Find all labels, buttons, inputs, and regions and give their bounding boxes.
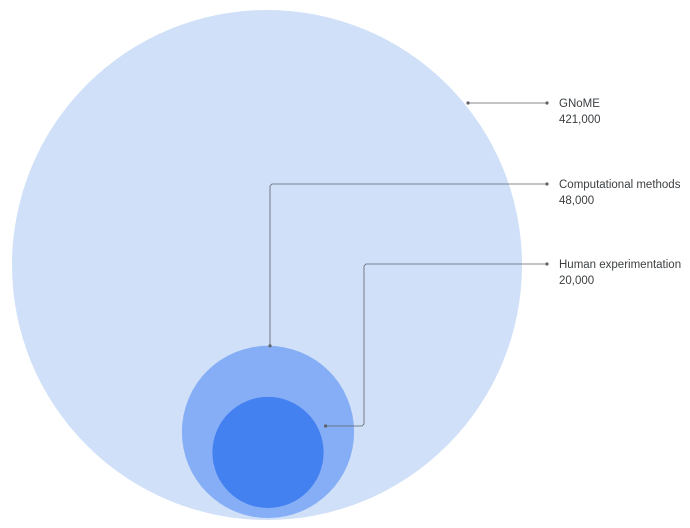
connector-end-dot <box>323 424 328 428</box>
connector-start-dot <box>545 262 549 266</box>
bubble-human-experimentation <box>212 396 324 508</box>
connector-end-dot <box>466 101 470 105</box>
series-value-label: 48,000 <box>559 195 594 207</box>
connector-start-dot <box>545 101 549 105</box>
series-name-label: GNoME <box>559 98 600 110</box>
connector-line <box>325 263 547 427</box>
connector-end-dot <box>268 344 272 348</box>
bubble-gnome <box>12 10 522 520</box>
series-name-label: Computational methods <box>559 179 681 191</box>
series-name-label: Human experimentation <box>559 259 681 271</box>
connector-line <box>269 183 547 346</box>
series-value-label: 421,000 <box>559 114 601 126</box>
series-value-label: 20,000 <box>559 275 594 287</box>
connector-start-dot <box>545 182 549 186</box>
